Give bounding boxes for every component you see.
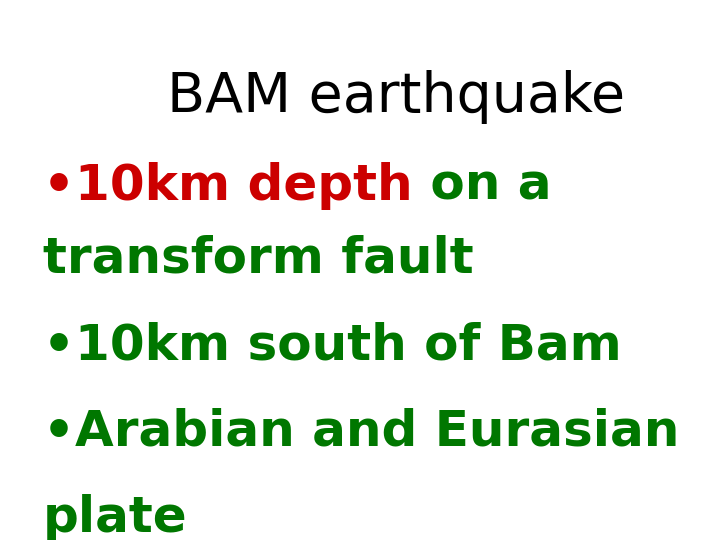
Text: transform fault: transform fault (43, 235, 474, 283)
Text: BAM earthquake: BAM earthquake (167, 70, 625, 124)
Text: •Arabian and Eurasian: •Arabian and Eurasian (43, 408, 680, 456)
Text: on a: on a (413, 162, 552, 210)
Text: plate: plate (43, 494, 188, 540)
Text: •10km south of Bam: •10km south of Bam (43, 321, 622, 369)
Text: •10km depth: •10km depth (43, 162, 413, 210)
